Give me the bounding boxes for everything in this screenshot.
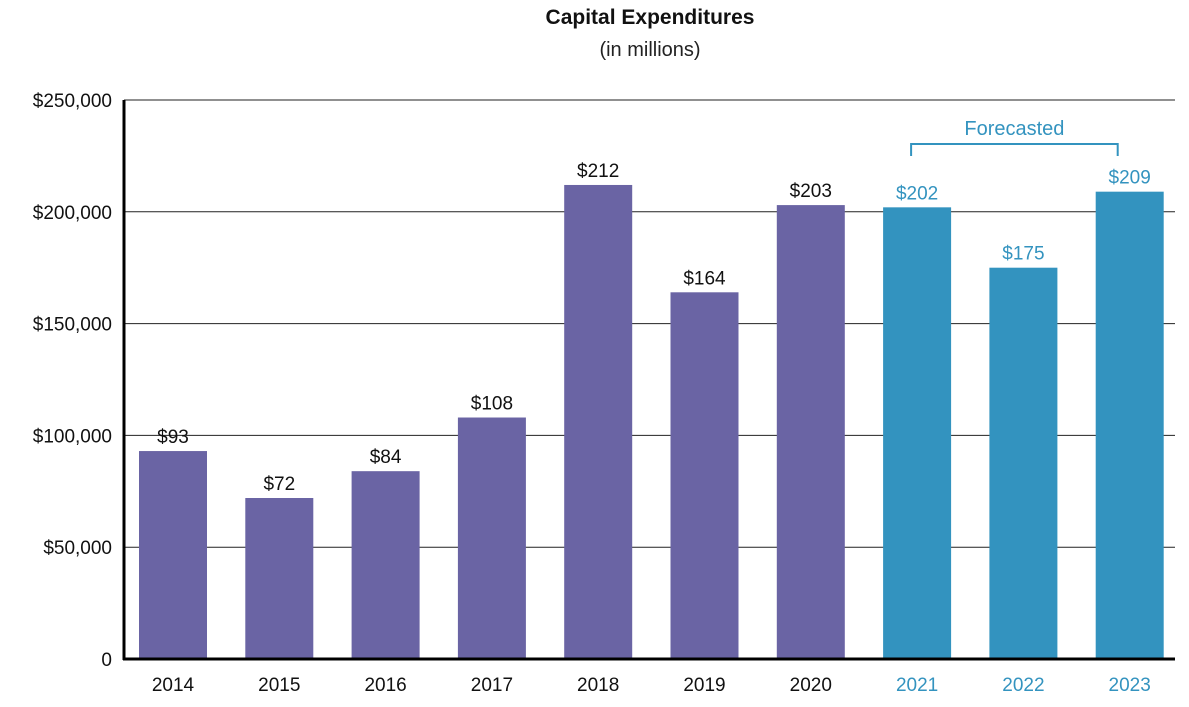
y-tick-label: $250,000 — [33, 91, 112, 112]
bar-2017 — [457, 417, 526, 659]
forecast-label: Forecasted — [964, 118, 1064, 140]
y-tick-label: $100,000 — [33, 426, 112, 447]
data-label-2020: $203 — [790, 181, 832, 202]
y-axis-ticks: 0 $50,000 $100,000 $150,000 $200,000 $250,000 — [33, 91, 112, 671]
bar-2023 — [1095, 191, 1164, 659]
bar-2022 — [989, 267, 1058, 659]
x-tick-label-2019: 2019 — [683, 675, 725, 696]
x-tick-label-2022: 2022 — [1002, 675, 1044, 696]
bars — [139, 184, 1164, 660]
bar-2016 — [351, 471, 420, 659]
bar-2021 — [883, 207, 952, 659]
x-tick-label-2020: 2020 — [790, 675, 832, 696]
bar-2018 — [564, 184, 633, 659]
x-tick-label-2016: 2016 — [364, 675, 406, 696]
bar-2019 — [670, 292, 739, 659]
data-label-2018: $212 — [577, 161, 619, 182]
y-tick-label: 0 — [101, 650, 112, 671]
bar-2015 — [245, 498, 314, 659]
chart-title: Capital Expenditures — [546, 6, 755, 29]
x-tick-label-2017: 2017 — [471, 675, 513, 696]
bar-2014 — [139, 451, 207, 659]
data-label-2022: $175 — [1002, 244, 1044, 265]
data-label-2016: $84 — [370, 447, 402, 468]
data-label-2015: $72 — [263, 474, 295, 495]
y-tick-label: $200,000 — [33, 203, 112, 224]
data-label-2019: $164 — [683, 268, 726, 289]
data-label-2021: $202 — [896, 183, 938, 204]
y-tick-label: $150,000 — [33, 315, 112, 336]
x-tick-label-2014: 2014 — [152, 675, 195, 696]
x-tick-label-2018: 2018 — [577, 675, 619, 696]
forecast-bracket — [910, 143, 1119, 156]
chart-subtitle: (in millions) — [599, 39, 700, 61]
bar-2020 — [776, 205, 845, 660]
data-label-2017: $108 — [471, 394, 513, 415]
axes — [122, 100, 1175, 661]
x-axis-ticks: 2014 2015 2016 2017 2018 2019 2020 2021 2022 2023 — [152, 675, 1151, 696]
bar-labels: $93 $72 $84 $108 $212 $164 $203 $202 $175 $209 — [157, 161, 1151, 495]
x-tick-label-2021: 2021 — [896, 675, 938, 696]
y-tick-label: $50,000 — [43, 538, 112, 559]
x-tick-label-2023: 2023 — [1109, 675, 1151, 696]
data-label-2014: $93 — [157, 427, 189, 448]
forecast-annotation: Forecasted — [910, 118, 1119, 156]
data-label-2023: $209 — [1109, 168, 1151, 189]
x-tick-label-2015: 2015 — [258, 675, 300, 696]
